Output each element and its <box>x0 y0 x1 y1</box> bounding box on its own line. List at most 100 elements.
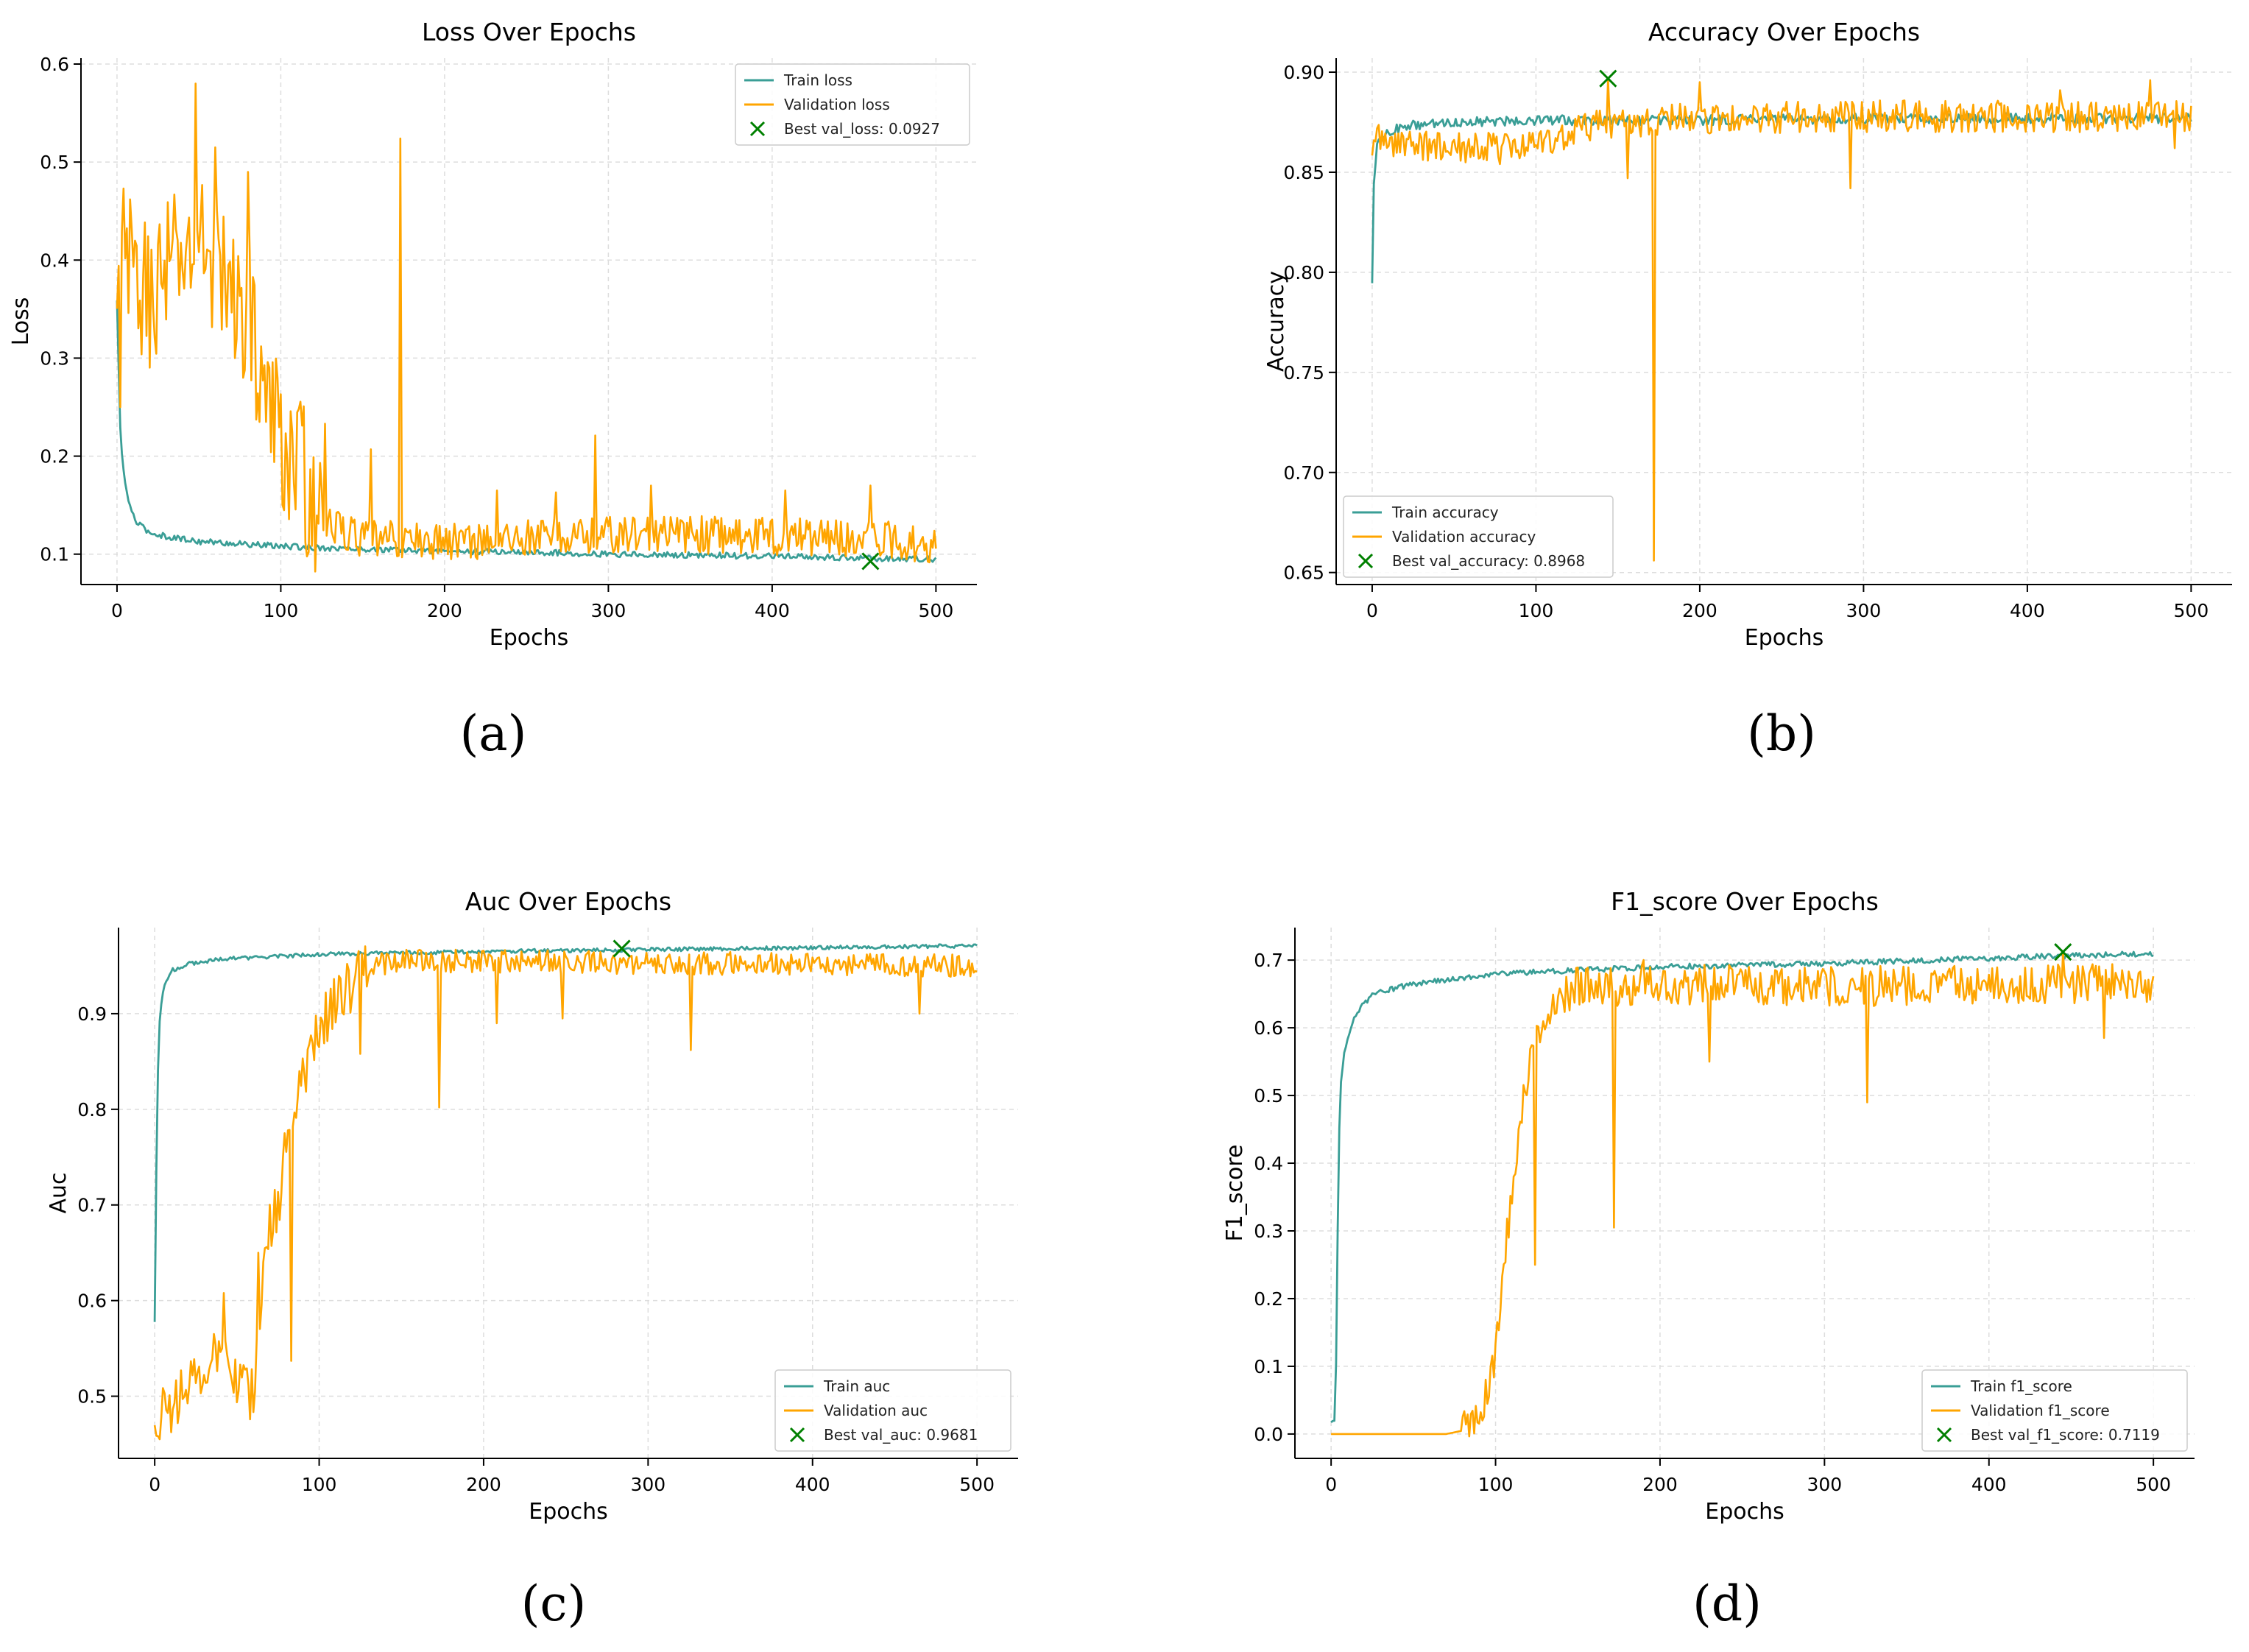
best-marker-stroke-b <box>1599 69 1617 88</box>
best-marker-stroke-b <box>612 939 631 958</box>
x-tick-label-4: 400 <box>1971 1474 2007 1495</box>
x-tick-label-4: 400 <box>2010 600 2045 621</box>
legend-label-val: Validation loss <box>784 96 890 113</box>
legend-label-best: Best val_auc: 0.9681 <box>824 1426 978 1444</box>
y-tick-label-1: 0.1 <box>1254 1356 1283 1377</box>
y-tick-label-1: 0.2 <box>40 446 69 467</box>
series-line-train <box>1330 950 2154 1424</box>
y-tick-label-0: 0.5 <box>77 1386 107 1408</box>
legend-box <box>735 63 970 146</box>
legend-label-train: Train f1_score <box>1970 1377 2072 1395</box>
panel-label-c: (c) <box>520 1575 587 1632</box>
x-tick-label-2: 200 <box>427 600 462 621</box>
x-axis-label: Epochs <box>529 1499 608 1525</box>
y-tick-label-4: 0.5 <box>40 152 69 173</box>
series-line-val <box>116 82 937 573</box>
chart-title: Accuracy Over Epochs <box>1648 18 1920 46</box>
plot-area <box>153 939 978 1441</box>
y-tick-label-6: 0.6 <box>1254 1017 1283 1039</box>
plot-area <box>1330 943 2155 1438</box>
y-axis-label: Auc <box>46 1172 71 1213</box>
legend-marker-best-b <box>789 1427 805 1443</box>
x-tick-label-5: 500 <box>919 600 954 621</box>
series-line-val <box>1331 950 2155 1438</box>
legend-label-best: Best val_accuracy: 0.8968 <box>1392 552 1585 570</box>
y-tick-label-5: 0.6 <box>40 54 69 75</box>
x-tick-label-5: 500 <box>959 1474 995 1495</box>
panel-label-a: (a) <box>459 705 527 762</box>
legend-label-best: Best val_loss: 0.0927 <box>784 120 940 138</box>
x-tick-label-0: 0 <box>1325 1474 1337 1495</box>
legend-box <box>1921 1369 2188 1452</box>
y-tick-label-0: 0.1 <box>40 544 69 565</box>
chart-panel-2: 0 100 200 300 400 500 0.5 0.6 0.7 0.8 0.9 Auc Over … <box>46 887 1018 1525</box>
y-tick-label-3: 0.80 <box>1283 262 1324 283</box>
legend-label-train: Train auc <box>823 1377 890 1395</box>
x-tick-label-1: 100 <box>1519 600 1554 621</box>
y-axis-label: Loss <box>8 297 34 346</box>
chart-panel-3: 0 100 200 300 400 500 0.0 0.1 0.2 0.3 0.4 0.5 0.6 0.7… <box>1222 887 2195 1525</box>
plot-area <box>116 82 937 573</box>
x-tick-label-3: 300 <box>591 600 626 621</box>
x-tick-label-1: 100 <box>302 1474 337 1495</box>
y-axis-label: Accuracy <box>1263 271 1289 372</box>
y-tick-label-3: 0.3 <box>1254 1221 1283 1242</box>
legend-label-val: Validation f1_score <box>1971 1402 2110 1419</box>
x-axis-label: Epochs <box>1705 1499 1784 1525</box>
legend: Train auc Validation auc Best val_auc: 0.9… <box>774 1369 1011 1452</box>
series-line-val <box>1371 77 2192 562</box>
legend: Train loss Validation loss Best val_loss: … <box>735 63 970 146</box>
x-tick-label-0: 0 <box>1366 600 1378 621</box>
y-tick-label-3: 0.8 <box>77 1099 107 1120</box>
x-tick-label-0: 0 <box>111 600 123 621</box>
x-tick-label-0: 0 <box>149 1474 160 1495</box>
y-tick-label-5: 0.90 <box>1283 62 1324 83</box>
y-tick-label-2: 0.3 <box>40 347 69 369</box>
legend-label-train: Train accuracy <box>1391 504 1499 521</box>
chart-title: Loss Over Epochs <box>422 18 636 46</box>
x-tick-label-5: 500 <box>2174 600 2209 621</box>
y-tick-label-2: 0.75 <box>1283 362 1324 384</box>
y-tick-label-2: 0.7 <box>77 1195 107 1216</box>
legend: Train f1_score Validation f1_score Best va… <box>1921 1369 2188 1452</box>
y-tick-label-7: 0.7 <box>1254 950 1283 971</box>
x-tick-label-1: 100 <box>264 600 299 621</box>
y-tick-label-2: 0.2 <box>1254 1288 1283 1310</box>
y-tick-label-4: 0.4 <box>1254 1153 1283 1174</box>
x-axis-label: Epochs <box>490 625 569 651</box>
x-tick-label-2: 200 <box>466 1474 501 1495</box>
legend-marker-best-b <box>1936 1427 1952 1443</box>
best-marker-stroke-b <box>861 552 880 571</box>
x-tick-label-1: 100 <box>1478 1474 1514 1495</box>
legend-label-train: Train loss <box>783 71 852 89</box>
y-tick-label-5: 0.5 <box>1254 1085 1283 1106</box>
x-tick-label-3: 300 <box>1846 600 1882 621</box>
chart-title: F1_score Over Epochs <box>1611 887 1879 916</box>
panel-label-b: (b) <box>1747 705 1816 762</box>
y-tick-label-0: 0.65 <box>1283 562 1324 584</box>
y-tick-label-4: 0.85 <box>1283 162 1324 183</box>
series-line-train <box>153 943 978 1322</box>
best-marker <box>612 939 631 958</box>
legend-label-best: Best val_f1_score: 0.7119 <box>1971 1426 2160 1444</box>
y-tick-label-3: 0.4 <box>40 250 69 271</box>
x-tick-label-2: 200 <box>1642 1474 1678 1495</box>
x-tick-label-4: 400 <box>755 600 790 621</box>
legend-label-val: Validation accuracy <box>1392 528 1536 546</box>
best-marker <box>2054 943 2072 961</box>
y-tick-label-4: 0.9 <box>77 1003 107 1025</box>
chart-title: Auc Over Epochs <box>465 887 671 916</box>
best-marker-stroke-b <box>2054 943 2072 961</box>
x-tick-label-4: 400 <box>795 1474 830 1495</box>
y-tick-label-1: 0.70 <box>1283 462 1324 484</box>
series-line-train <box>116 300 937 563</box>
legend-marker-best-b <box>749 121 766 137</box>
best-marker <box>1599 69 1617 88</box>
panel-label-d: (d) <box>1692 1575 1762 1632</box>
legend-box <box>1343 495 1614 578</box>
y-axis-label: F1_score <box>1222 1145 1248 1242</box>
legend-label-val: Validation auc <box>824 1402 928 1419</box>
series-line-val <box>153 945 978 1441</box>
legend-marker-best-b <box>1357 553 1374 569</box>
